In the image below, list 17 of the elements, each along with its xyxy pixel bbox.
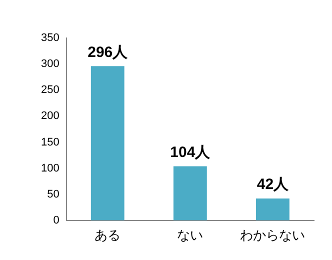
x-tick-label: ない	[177, 228, 204, 244]
bar	[173, 166, 207, 220]
data-label: 296人	[88, 44, 129, 61]
bar	[90, 66, 124, 220]
y-tick-label: 200	[40, 110, 60, 122]
bar	[256, 198, 290, 220]
y-tick-label: 350	[40, 32, 60, 44]
y-tick-label: 100	[40, 162, 60, 174]
data-label: 104人	[170, 144, 212, 161]
x-tick-label: ある	[94, 228, 121, 244]
data-label: 42人	[256, 176, 290, 194]
y-tick-label: 150	[40, 136, 60, 148]
x-tick-label: わからない	[240, 228, 306, 244]
y-tick-label: 50	[47, 188, 60, 200]
y-tick-label: 250	[40, 84, 60, 96]
y-tick-label: 0	[53, 214, 60, 226]
y-tick-label: 300	[40, 58, 60, 70]
